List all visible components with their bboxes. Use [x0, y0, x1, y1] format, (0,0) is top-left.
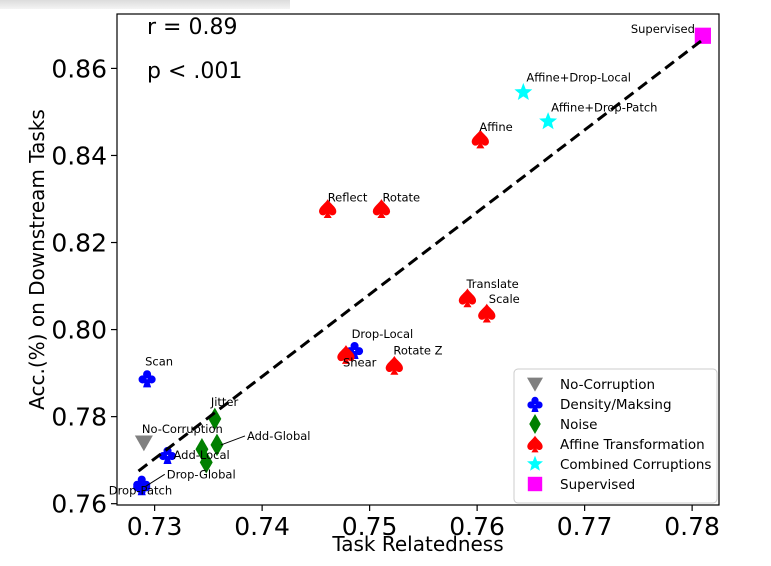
p-value-annotation: p < .001 [147, 59, 242, 84]
correlation-annotation: r = 0.89 [147, 15, 237, 40]
point-label: Rotate [382, 191, 420, 205]
scatter-point [195, 438, 209, 461]
point-label: Affine [479, 120, 512, 134]
legend-marker [527, 476, 543, 492]
y-tick-label: 0.78 [51, 403, 107, 432]
point-label: Affine+Drop-Patch [551, 101, 657, 115]
scatter-point [539, 112, 558, 130]
x-tick-label: 0.74 [234, 512, 290, 541]
point-label: Drop-Global [167, 467, 236, 481]
scatter-point [372, 199, 391, 219]
legend-marker [527, 435, 543, 453]
scatter-point [478, 303, 496, 323]
legend-marker [527, 396, 543, 412]
plot-frame [116, 13, 720, 506]
legend-entry: Supervised [560, 477, 635, 493]
point-label: Rotate Z [393, 343, 442, 357]
x-axis-ticks: 0.73 0.74 0.75 0.76 0.77 0.78 [127, 505, 720, 541]
legend-marker [529, 414, 541, 434]
scatter-marks [133, 27, 711, 496]
point-label: Reflect [328, 191, 368, 205]
scatter-point [199, 451, 213, 474]
y-tick-label: 0.76 [51, 490, 107, 519]
point-labels: No-Corruption Scan Drop-Patch Drop-Global Ad… [109, 22, 695, 498]
point-label: Drop-Patch [109, 484, 172, 498]
y-tick-label: 0.84 [51, 141, 107, 170]
leader-line [220, 435, 246, 446]
y-tick-label: 0.82 [51, 229, 107, 258]
point-label: Supervised [631, 22, 695, 36]
scatter-point [385, 355, 403, 375]
scatter-point [134, 435, 153, 452]
leader-line [145, 473, 165, 487]
x-axis-label: Task Relatedness [331, 532, 503, 556]
scatter-point [471, 129, 489, 149]
scatter-point [514, 82, 533, 100]
point-label: Add-Local [174, 448, 230, 462]
legend-marker [527, 455, 543, 471]
point-label: Translate [465, 277, 518, 291]
legend: No-Corruption Density/Maksing Noise Affine … [513, 368, 718, 504]
x-tick-label: 0.76 [449, 512, 505, 541]
legend-box [513, 368, 718, 504]
scatter-point [138, 370, 156, 388]
x-tick-label: 0.78 [664, 512, 720, 541]
point-label: Drop-Local [352, 327, 414, 341]
legend-entry: Density/Maksing [560, 397, 672, 413]
legend-entry: Affine Transformation [560, 437, 705, 453]
scatter-point [158, 446, 177, 464]
window-top-strip [0, 0, 290, 9]
y-tick-label: 0.86 [51, 54, 107, 83]
point-label: Jitter [210, 395, 239, 409]
scatter-point [319, 199, 337, 219]
point-label: Shear [343, 355, 377, 369]
scatter-point [210, 433, 224, 457]
legend-entry: Noise [560, 417, 597, 433]
scatter-point [208, 407, 222, 431]
point-label: No-Corruption [142, 422, 223, 436]
y-axis-ticks: 0.76 0.78 0.80 0.82 0.84 0.86 [51, 54, 117, 519]
x-tick-label: 0.73 [127, 512, 183, 541]
point-label: Affine+Drop-Local [526, 70, 631, 84]
legend-entry: Combined Corruptions [560, 457, 711, 473]
scatter-point [337, 344, 355, 364]
legend-marker [527, 377, 543, 392]
point-label: Add-Global [247, 429, 311, 443]
point-label: Scale [489, 292, 520, 306]
y-axis-label: Acc.(%) on Downstream Tasks [25, 109, 49, 410]
y-tick-label: 0.80 [51, 316, 107, 345]
x-tick-label: 0.75 [342, 512, 398, 541]
point-label: Scan [145, 354, 173, 368]
legend-entry: No-Corruption [560, 377, 655, 393]
scatter-point [694, 27, 711, 44]
scatter-point [458, 288, 477, 308]
x-tick-label: 0.77 [557, 512, 613, 541]
scatter-point [133, 478, 151, 496]
